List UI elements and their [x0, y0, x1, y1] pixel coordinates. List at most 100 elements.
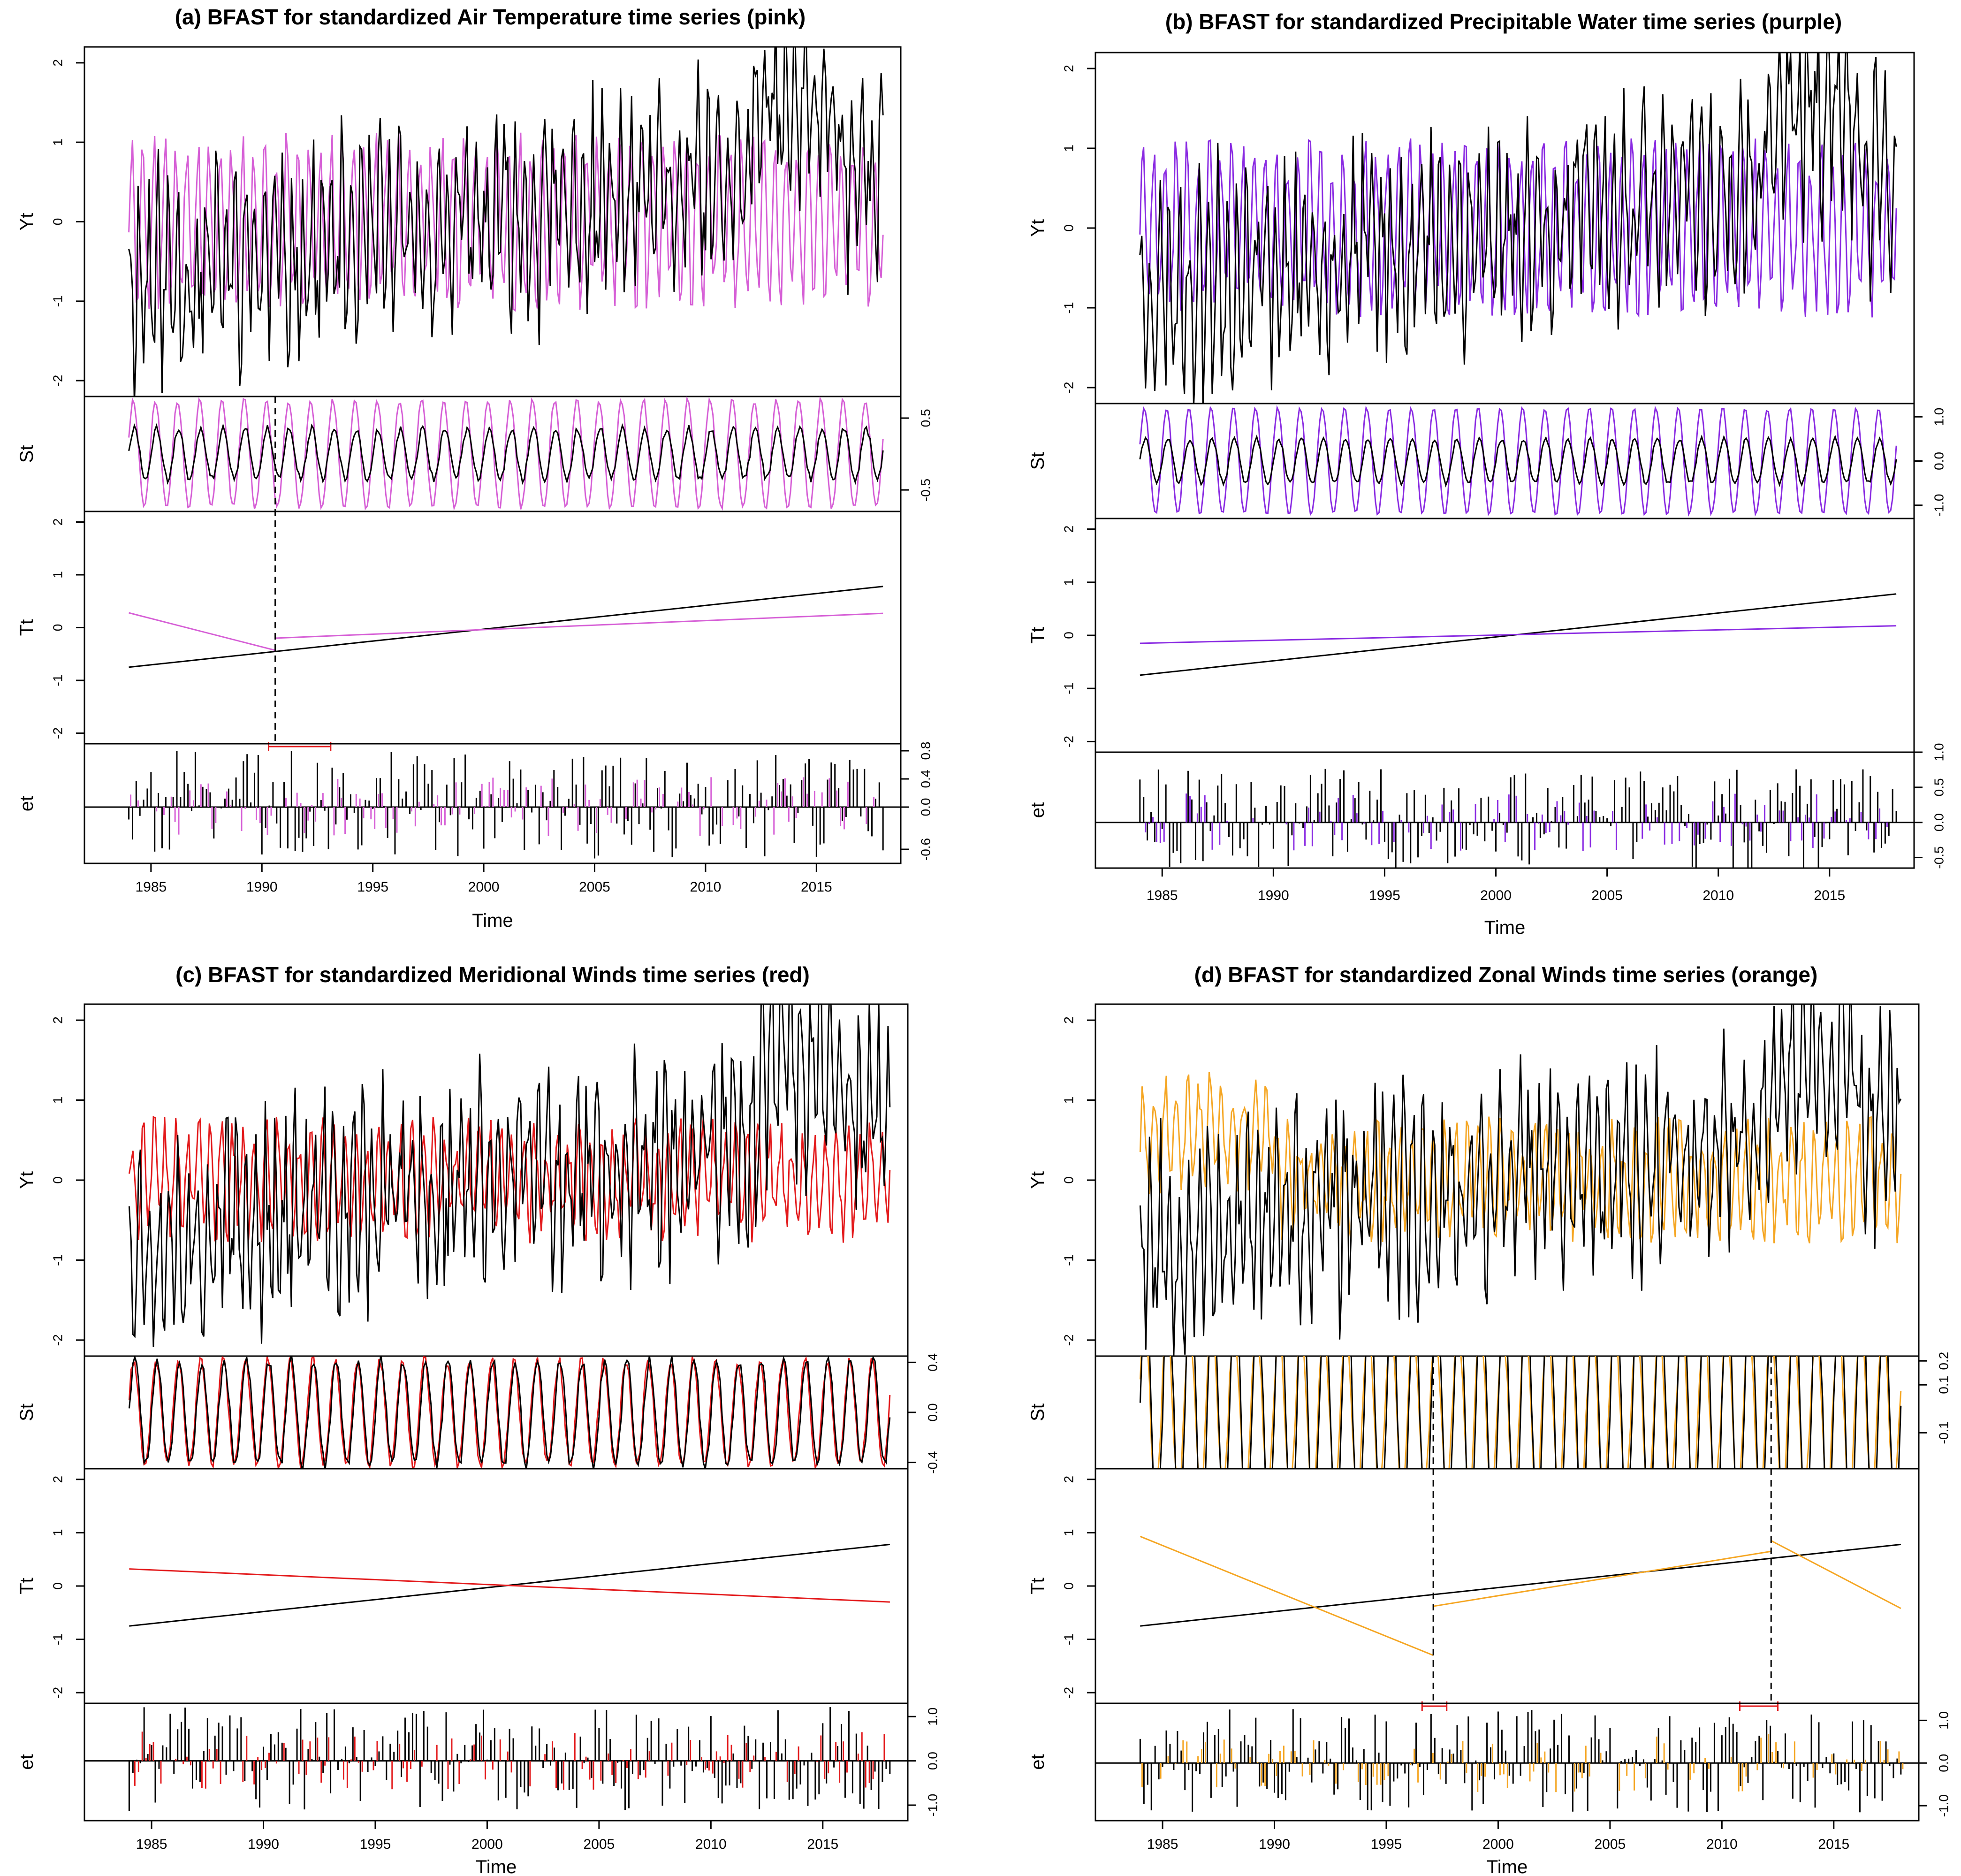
y-tick-label: 1	[1061, 1097, 1076, 1104]
reference-line	[128, 1356, 891, 1469]
x-tick-label: 2010	[690, 879, 722, 895]
panel-content	[128, 47, 884, 397]
y-tick-label: -1	[50, 675, 65, 686]
panel-yt: Yt -2 -1 0 1 2	[1027, 1003, 1920, 1357]
panel-frame	[84, 743, 902, 864]
panel-st: St -1.0 0.0 1.0	[1027, 403, 1946, 519]
y-tick-label: 0.8	[918, 742, 933, 760]
x-tick-label: 2000	[1480, 888, 1512, 903]
panel-content	[84, 751, 901, 859]
reference-trend-line	[1140, 1543, 1901, 1627]
reference-line	[1139, 53, 1897, 404]
x-tick-label: 2005	[579, 879, 610, 895]
panel-label: Yt	[16, 213, 37, 231]
y-tick-label: 0.0	[1931, 813, 1946, 831]
y-tick-label: 0.0	[1936, 1754, 1951, 1772]
x-tick-label: 2010	[1706, 1837, 1738, 1852]
panel-st: St -0.1 0.1 0.2	[1027, 1352, 1951, 1470]
y-tick-label: 2	[1061, 65, 1076, 72]
panel-label: et	[16, 796, 37, 811]
x-tick-label: 2000	[468, 879, 500, 895]
panel-content	[1139, 53, 1897, 404]
x-axis-label: Time	[1487, 1857, 1528, 1876]
y-tick-label: -1	[1061, 683, 1076, 694]
y-tick-label: -1	[1061, 1633, 1076, 1645]
y-tick-label: 1	[50, 571, 65, 579]
y-tick-label: -0.4	[925, 1451, 940, 1474]
y-tick-label: -2	[1061, 1687, 1076, 1699]
panel-content	[1139, 1356, 1902, 1469]
y-tick-label: -1	[50, 1254, 65, 1266]
y-tick-label: 0	[1061, 632, 1076, 639]
y-tick-label: 0	[50, 218, 65, 226]
series-line	[128, 397, 884, 511]
y-tick-label: 1.0	[1931, 743, 1946, 762]
x-tick-label: 2015	[1814, 888, 1845, 903]
panel-label: Tt	[1027, 627, 1048, 644]
y-tick-label: 1	[50, 138, 65, 146]
series-trend-segment	[1433, 1550, 1771, 1607]
y-tick-label: 0.1	[1936, 1376, 1951, 1394]
y-tick-label: 1	[1061, 1529, 1076, 1537]
y-tick-label: -0.1	[1936, 1421, 1951, 1444]
panel-yt: Yt -2 -1 0 1 2	[16, 1003, 909, 1357]
x-tick-label: 2015	[801, 879, 832, 895]
subplot-title: (a) BFAST for standardized Air Temperatu…	[175, 5, 806, 29]
panel-tt: Tt -2 -1 0 1 2	[1027, 1468, 1920, 1704]
x-tick-label: 2010	[1703, 888, 1734, 903]
subplot-b: (b) BFAST for standardized Precipitable …	[1027, 9, 1946, 938]
reference-line	[128, 423, 884, 485]
y-tick-label: -2	[1061, 736, 1076, 747]
y-tick-label: 2	[50, 1476, 65, 1483]
panel-content	[84, 1707, 908, 1811]
y-tick-label: -1	[50, 295, 65, 307]
panel-frame	[1095, 1702, 1920, 1822]
panel-yt: Yt -2 -1 0 1 2	[16, 46, 902, 397]
panel-content	[1139, 1004, 1902, 1356]
y-tick-label: 1.0	[925, 1708, 940, 1726]
series-trend-segment	[1140, 625, 1897, 644]
y-tick-label: 1	[1061, 145, 1076, 152]
x-tick-label: 2005	[584, 1837, 615, 1852]
subplot-title: (b) BFAST for standardized Precipitable …	[1165, 9, 1842, 34]
panel-tt: Tt -2 -1 0 1 2	[1027, 518, 1915, 753]
series-line	[128, 132, 884, 312]
panel-tt: Tt -2 -1 0 1 2	[16, 1468, 909, 1704]
panel-tt: Tt -2 -1 0 1 2	[16, 511, 902, 745]
panel-label: Tt	[1027, 1578, 1048, 1594]
y-tick-label: -2	[1061, 382, 1076, 394]
y-tick-label: -0.5	[918, 479, 933, 501]
y-tick-label: 0.5	[1931, 778, 1946, 796]
x-tick-label: 1995	[360, 1837, 391, 1852]
subplot-a: (a) BFAST for standardized Air Temperatu…	[16, 5, 933, 931]
panel-label: St	[16, 1403, 37, 1421]
y-tick-label: 1	[50, 1097, 65, 1104]
x-tick-label: 1985	[1147, 1837, 1178, 1852]
panel-content	[1095, 1709, 1919, 1813]
x-tick-label: 2000	[1482, 1837, 1514, 1852]
reference-line	[128, 47, 884, 397]
x-tick-label: 1995	[357, 879, 388, 895]
y-tick-label: 0.4	[925, 1353, 940, 1372]
y-tick-label: -1.0	[925, 1794, 940, 1816]
y-tick-label: -2	[50, 1334, 65, 1346]
y-tick-label: 1	[1061, 579, 1076, 586]
panel-et: et -1.0 0.0 1.0	[16, 1702, 940, 1822]
y-tick-label: -1.0	[1931, 494, 1946, 517]
y-tick-label: 0.4	[918, 770, 933, 788]
y-tick-label: 2	[50, 59, 65, 67]
y-tick-label: 2	[1061, 526, 1076, 533]
y-tick-label: -1	[1061, 302, 1076, 314]
panel-content	[128, 1004, 891, 1347]
x-tick-label: 2005	[1595, 1837, 1626, 1852]
y-tick-label: 0	[1061, 224, 1076, 232]
y-tick-label: 0	[50, 1176, 65, 1184]
panel-label: St	[1027, 1403, 1048, 1421]
panel-label: Yt	[1027, 1171, 1048, 1189]
y-tick-label: 0.0	[925, 1403, 940, 1422]
y-tick-label: -1	[50, 1633, 65, 1645]
y-tick-label: 0.0	[918, 798, 933, 816]
y-tick-label: -0.6	[918, 838, 933, 861]
panel-content	[129, 586, 883, 668]
